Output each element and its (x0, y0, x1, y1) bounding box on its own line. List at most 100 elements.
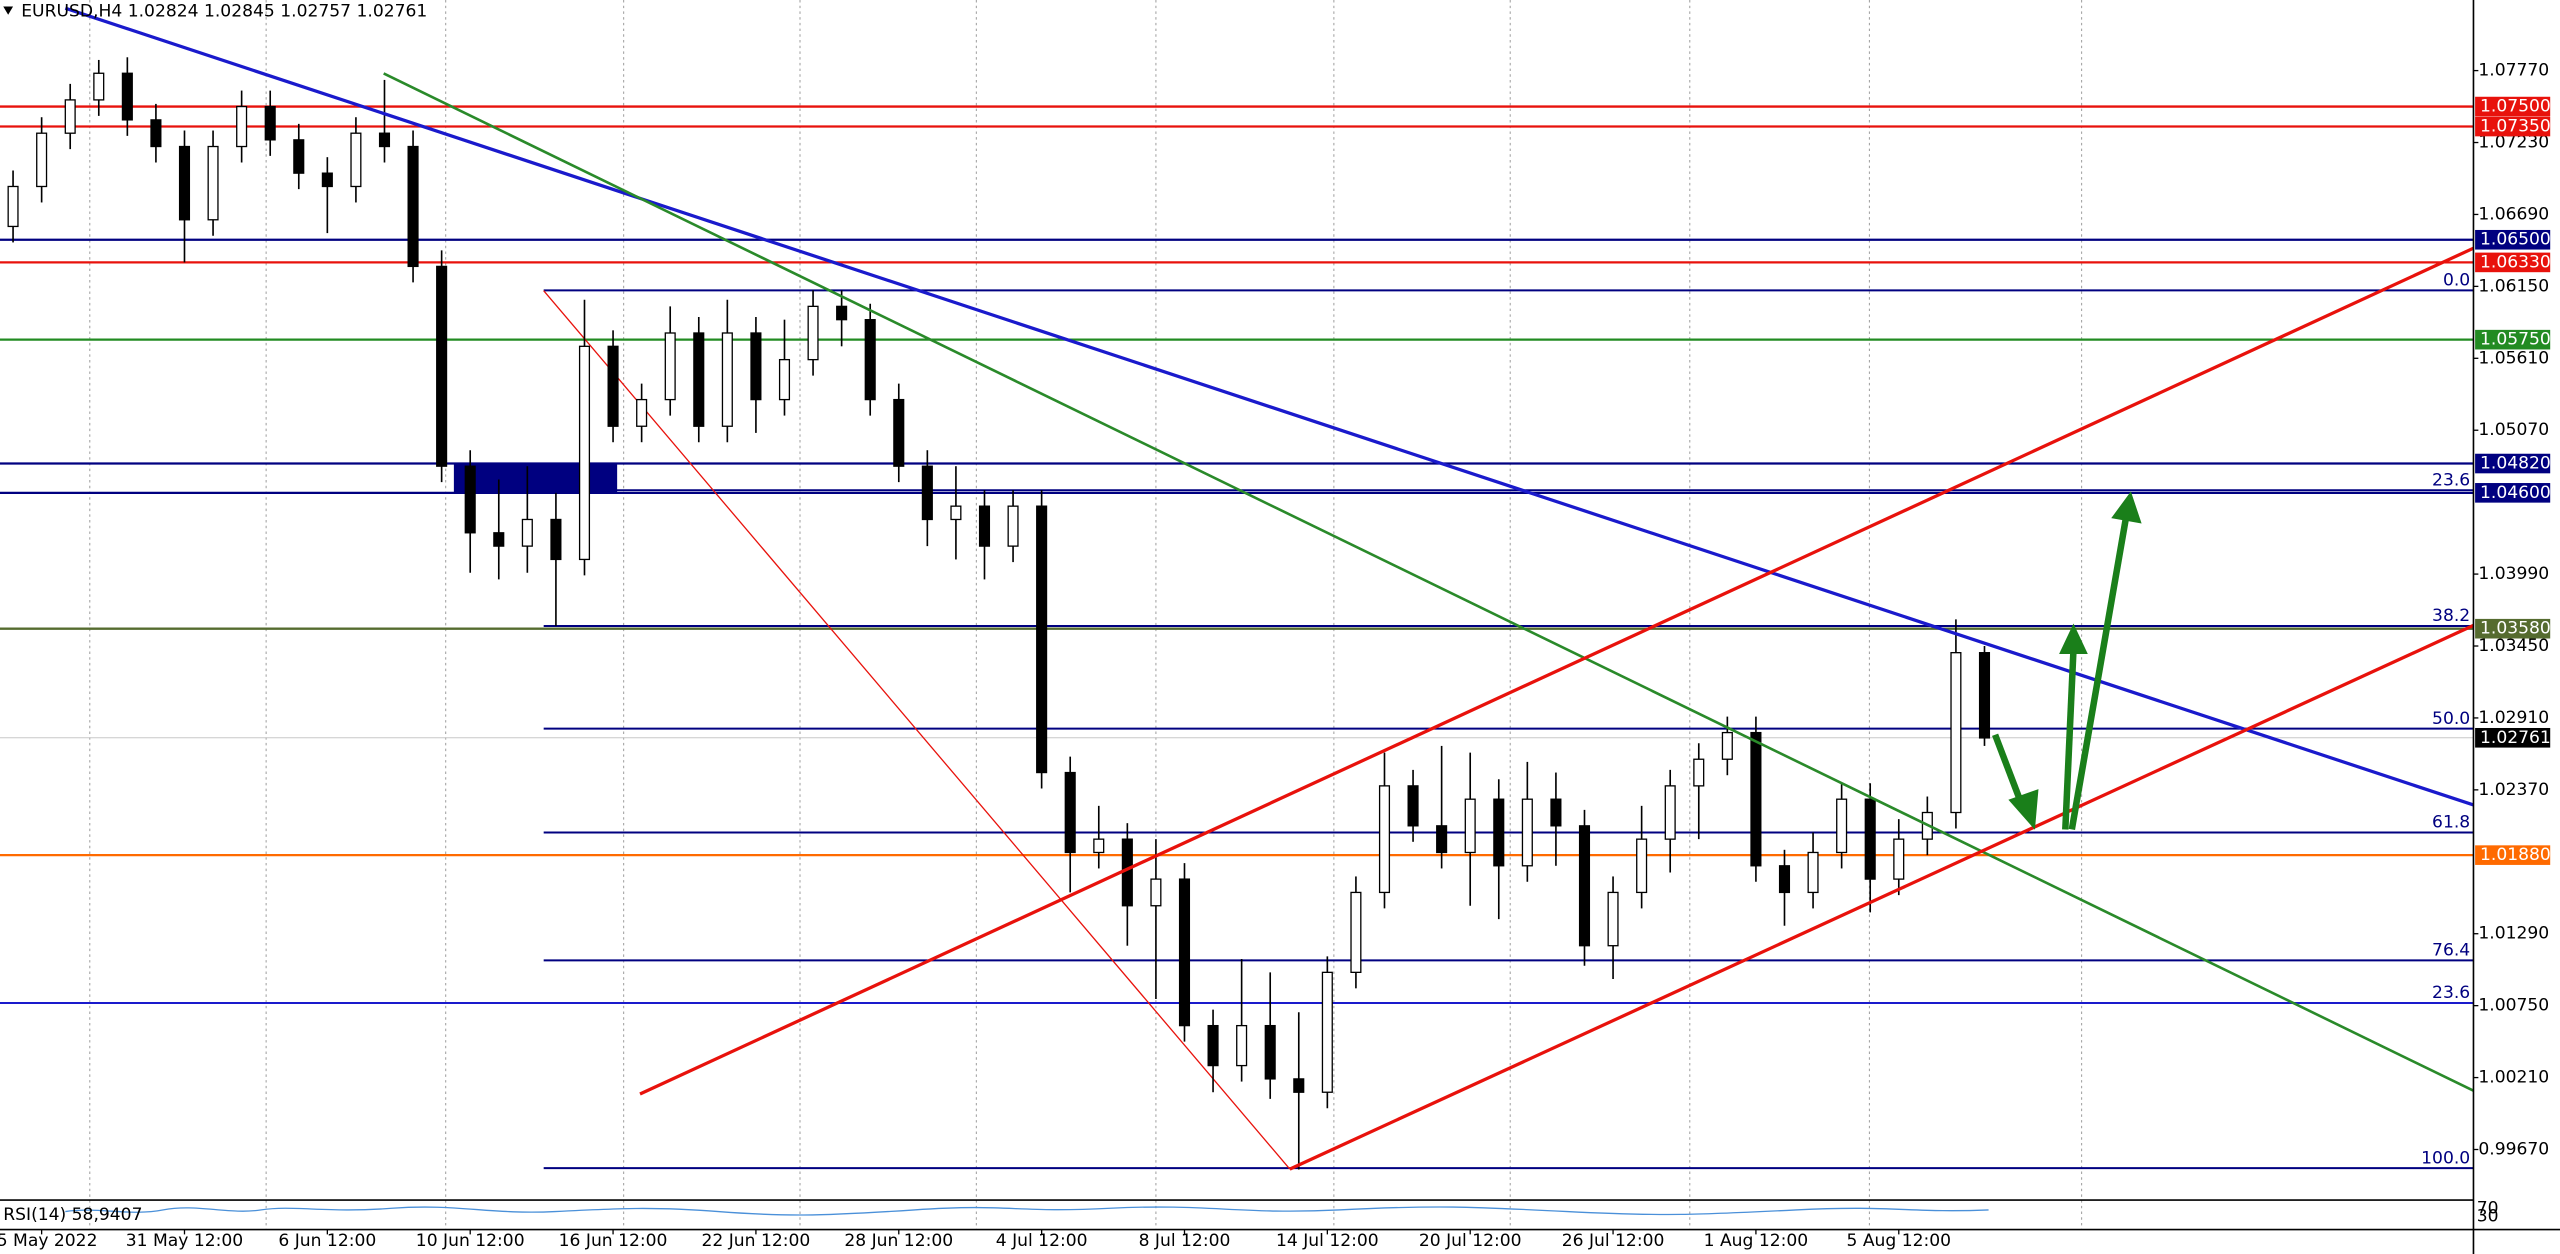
price-label-box (2475, 329, 2551, 350)
candle-body (1350, 891, 1362, 974)
y-tick-label: 1.06150 (2478, 276, 2549, 296)
arrow (2062, 649, 2077, 830)
candle-body (1436, 825, 1448, 854)
price-label: 1.04600 (2480, 483, 2551, 503)
candle-body (578, 345, 591, 561)
fib-label: 100.0 (2421, 1148, 2470, 1168)
candle-body (64, 99, 76, 134)
price-label: 1.06500 (2480, 230, 2551, 250)
x-tick-label: 28 Jun 12:00 (844, 1231, 953, 1251)
candle-body (1578, 825, 1591, 947)
arrow-head (2111, 491, 2142, 524)
candle-body (636, 398, 648, 427)
candle-body (1893, 838, 1905, 880)
price-label-box (2475, 252, 2551, 273)
candle-body (1721, 731, 1733, 760)
price-label: 1.06330 (2480, 252, 2551, 272)
candle-body (550, 518, 562, 561)
rsi-level-label: 70 (2477, 1198, 2499, 1218)
candle-body (978, 505, 991, 547)
candle-body (521, 518, 533, 547)
price-label-box (2475, 453, 2551, 474)
price-label-box (2475, 229, 2551, 250)
candle-body (778, 358, 791, 401)
candle-body (1978, 652, 1991, 739)
menu-icon (3, 6, 14, 15)
candle-body (493, 532, 505, 547)
candle-body (921, 465, 933, 521)
candle-body (893, 398, 905, 467)
fib-label: 38.2 (2432, 606, 2470, 626)
y-tick-label: 1.03990 (2478, 564, 2549, 584)
y-tick-label: 1.06690 (2478, 204, 2549, 224)
candle-body (1150, 878, 1162, 907)
x-tick-label: 26 Jul 12:00 (1562, 1231, 1665, 1251)
fib-label: 0.0 (2443, 271, 2470, 291)
price-label-box (2475, 483, 2551, 503)
arrows (1992, 491, 2142, 831)
candle-body (1636, 838, 1648, 894)
price-label: 1.07350 (2480, 117, 2551, 137)
y-tick-label: 1.05610 (2478, 348, 2549, 368)
candle-body (1807, 851, 1819, 894)
rsi-line (65, 1206, 1989, 1216)
axes: 1.07770 1.07230 1.06690 1.06150 1.05610 1.050… (0, 61, 2551, 1251)
arrow-head (2059, 623, 2088, 654)
x-tick-label: 31 May 12:00 (126, 1231, 243, 1251)
candle-body (664, 332, 676, 401)
y-tick-label: 1.00210 (2478, 1068, 2549, 1088)
y-tick-label: 1.05070 (2478, 420, 2549, 440)
y-tick-label: 1.01290 (2478, 924, 2549, 944)
x-tick-label: 25 May 2022 (0, 1231, 97, 1251)
price-label-box (2475, 116, 2551, 137)
candle-body (236, 105, 248, 148)
rsi-label: RSI(14) 58,9407 (3, 1205, 142, 1225)
rsi-level-label: 30 (2477, 1206, 2499, 1226)
price-label-box (2475, 96, 2551, 117)
candle-body (36, 132, 48, 188)
candle-body (1264, 1024, 1276, 1080)
fib-label: 76.4 (2432, 941, 2470, 961)
candle-body (1378, 785, 1391, 894)
candle-body (321, 172, 333, 188)
y-tick-label: 0.99670 (2478, 1140, 2549, 1160)
candle-body (1407, 785, 1419, 827)
candle-body (1750, 731, 1762, 867)
arrow (2068, 518, 2129, 831)
candle-body (721, 332, 733, 427)
channel-line (1289, 623, 2475, 1171)
x-tick-label: 10 Jun 12:00 (416, 1231, 525, 1251)
grid (89, 0, 2083, 1230)
candle-body (836, 305, 848, 321)
x-tick-label: 22 Jun 12:00 (702, 1231, 811, 1251)
x-tick-label: 16 Jun 12:00 (559, 1231, 668, 1251)
price-label-box (2475, 618, 2551, 639)
x-tick-label: 14 Jul 12:00 (1276, 1231, 1379, 1251)
candle-body (693, 332, 705, 427)
candle-body (350, 132, 362, 188)
candle-body (1007, 505, 1019, 547)
candle-body (264, 105, 276, 141)
candle-body (1664, 785, 1676, 840)
trend-line (383, 72, 2475, 1092)
candles (7, 57, 1991, 1170)
price-label-box (2475, 727, 2551, 748)
candle-body (1064, 771, 1076, 854)
x-tick-label: 20 Jul 12:00 (1419, 1231, 1522, 1251)
candle-body (1693, 758, 1705, 787)
price-label: 1.02761 (2480, 728, 2551, 748)
y-tick-label: 1.02370 (2478, 780, 2549, 800)
price-label: 1.04820 (2480, 454, 2551, 474)
y-tick-label: 1.00750 (2478, 996, 2549, 1016)
candle-body (150, 119, 162, 148)
y-tick-label: 1.07230 (2478, 133, 2549, 153)
arrow (1992, 733, 2025, 805)
candle-body (1521, 798, 1533, 867)
chart-title: EURUSD,H4 1.02824 1.02845 1.02757 1.0276… (21, 1, 427, 21)
zone-box (453, 463, 618, 494)
price-label: 1.05750 (2480, 330, 2551, 350)
arrow-head (2008, 789, 2039, 830)
candle-body (1036, 505, 1048, 774)
